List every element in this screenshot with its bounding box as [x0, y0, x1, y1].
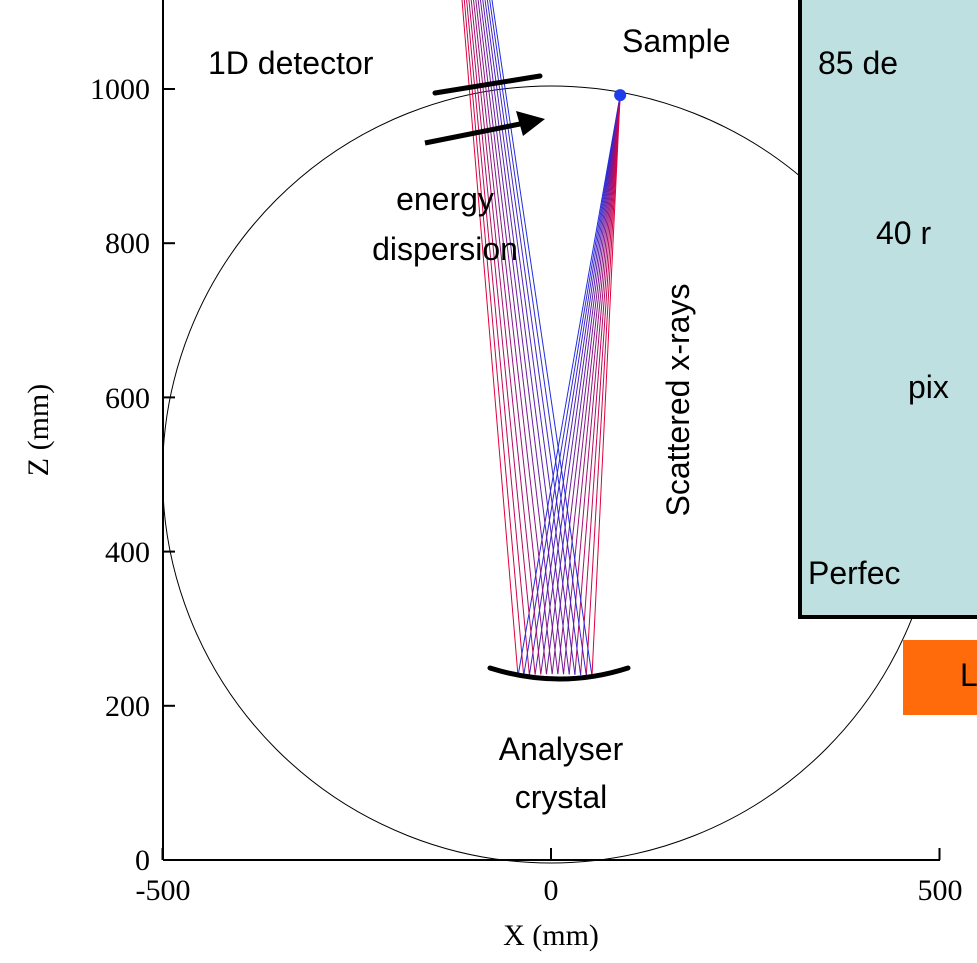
incident-ray [591, 95, 621, 677]
detector-line [432, 73, 543, 96]
diffracted-ray [461, 0, 519, 677]
incident-ray [545, 95, 621, 675]
sample-label: Sample [622, 23, 731, 59]
incident-ray [580, 95, 621, 676]
diffracted-ray [477, 0, 559, 675]
info-box-line: Perfec [808, 555, 900, 591]
dispersion-label: dispersion [372, 231, 518, 267]
axis-ticks [161, 88, 941, 861]
orange-box-background [903, 640, 977, 715]
y-tick-label: 0 [135, 844, 150, 877]
diffracted-ray [486, 0, 582, 676]
orange-box: L [903, 640, 977, 715]
incident-ray [551, 95, 621, 675]
diffracted-ray [468, 0, 536, 675]
incident-ray [517, 95, 621, 677]
info-box-line: 85 de [818, 45, 898, 81]
incident-ray [528, 95, 621, 676]
info-box-line: pix [908, 369, 949, 405]
incident-ray [568, 95, 621, 675]
incident-ray [523, 95, 621, 676]
x-axis-title: X (mm) [503, 919, 599, 952]
y-tick-label: 200 [105, 690, 150, 723]
diffracted-ray [463, 0, 525, 676]
diffracted-ray [484, 0, 576, 675]
energy-dispersion-arrow [424, 111, 545, 146]
y-tick-label: 800 [105, 227, 150, 260]
incident-ray [574, 95, 621, 675]
incident-ray [534, 95, 621, 675]
x-tick-label: -500 [136, 874, 191, 907]
crystal-label: crystal [515, 779, 607, 815]
info-box-background [798, 0, 977, 619]
incident-ray [563, 95, 621, 675]
orange-box-text: L [960, 657, 977, 693]
y-axis-title: Z (mm) [22, 384, 55, 476]
x-tick-label: 0 [544, 874, 559, 907]
diffracted-ray [466, 0, 530, 676]
y-tick-label: 400 [105, 536, 150, 569]
diffracted-ray [479, 0, 565, 675]
analyser-crystal-arc [487, 665, 631, 682]
y-tick-label: 1000 [90, 73, 150, 106]
y-tick-labels: 0 200 400 600 800 1000 [90, 73, 150, 877]
diffracted-ray [470, 0, 542, 675]
info-box: 85 de 40 r pix Perfec [798, 0, 977, 619]
detector-label: 1D detector [208, 45, 374, 81]
diffracted-ray [475, 0, 553, 675]
info-box-line: 40 r [876, 215, 931, 251]
diffracted-ray [491, 0, 593, 677]
sample-dot [614, 89, 627, 102]
ray-bundle [461, 0, 621, 677]
energy-label: energy [396, 181, 494, 217]
x-tick-labels: -500 0 500 [136, 874, 963, 907]
incident-ray [585, 95, 621, 676]
diffracted-ray [473, 0, 547, 675]
y-tick-label: 600 [105, 382, 150, 415]
incident-ray [557, 95, 621, 675]
diffracted-ray [489, 0, 587, 676]
incident-ray [540, 95, 621, 675]
scattered-xrays-label: Scattered x-rays [660, 284, 696, 517]
diffracted-ray [482, 0, 570, 675]
analyser-label: Analyser [499, 731, 624, 767]
x-tick-label: 500 [918, 874, 963, 907]
